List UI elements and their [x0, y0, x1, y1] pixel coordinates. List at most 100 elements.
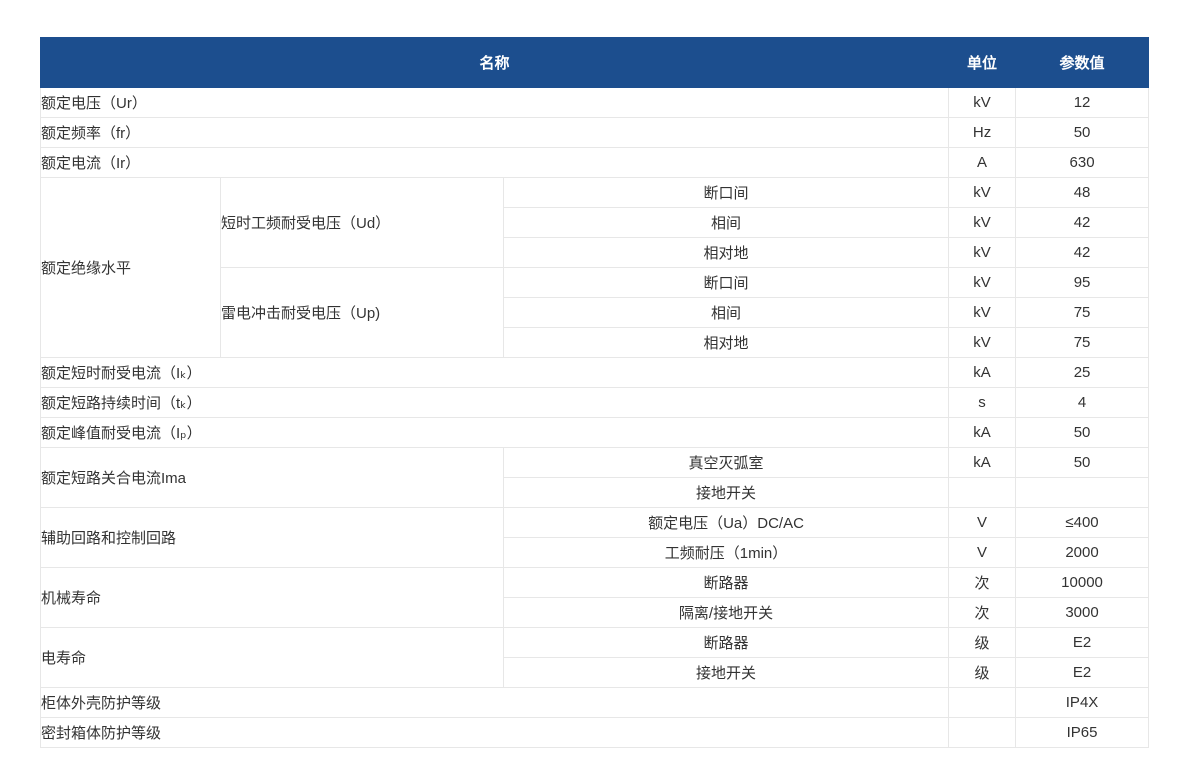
value-cell: 50: [1015, 117, 1150, 148]
value-cell: 50: [1015, 447, 1150, 478]
table-row: 机械寿命 断路器 次 10000: [40, 567, 1150, 628]
table-row: 电寿命 断路器 级 E2: [40, 627, 1150, 688]
sub-item-cell: 相对地: [502, 237, 950, 268]
unit-cell: s: [948, 387, 1017, 418]
sub-item-cell: 接地开关: [502, 477, 950, 508]
sub-item-cell: 相对地: [502, 327, 950, 358]
unit-cell: 级: [948, 627, 1017, 658]
sub-item-cell: 相间: [502, 297, 950, 328]
table-row: 相对地 kV 75: [41, 327, 1150, 358]
value-cell: IP4X: [1015, 687, 1150, 718]
table-row: 额定短路关合电流Ima 真空灭弧室 kA 50: [40, 447, 1150, 508]
table-row: 雷电冲击耐受电压（Up) 断口间 kV 95: [41, 267, 1150, 358]
unit-cell: kV: [948, 327, 1017, 358]
value-cell: 630: [1015, 147, 1150, 178]
sub-item-cell: 接地开关: [502, 657, 950, 688]
table-row: 额定峰值耐受电流（Iₚ） kA 50: [39, 417, 1150, 448]
unit-cell: kV: [948, 297, 1017, 328]
sub-item-cell: 相间: [502, 207, 950, 238]
unit-cell: 次: [948, 567, 1017, 598]
value-cell: E2: [1015, 657, 1150, 688]
value-cell: IP65: [1015, 717, 1150, 748]
unit-cell: [948, 717, 1017, 748]
value-cell: [1015, 477, 1150, 508]
unit-cell: kV: [948, 177, 1017, 208]
unit-cell: kA: [948, 447, 1017, 478]
param-name-cell: 密封箱体防护等级: [39, 717, 950, 748]
table-row: 隔离/接地开关 次 3000: [41, 597, 1150, 628]
param-name-cell: 额定频率（fr）: [39, 117, 950, 148]
sub-item-cell: 隔离/接地开关: [502, 597, 950, 628]
column-header-unit: 单位: [948, 37, 1017, 88]
value-cell: 95: [1015, 267, 1150, 298]
table-header: 名称 单位 参数值: [39, 37, 1150, 88]
value-cell: 4: [1015, 387, 1150, 418]
param-name-cell: 额定峰值耐受电流（Iₚ）: [39, 417, 950, 448]
param-name-cell: 柜体外壳防护等级: [39, 687, 950, 718]
table-row: 密封箱体防护等级 IP65: [39, 717, 1150, 748]
group-label-cell: 额定短路关合电流Ima: [40, 447, 504, 508]
value-cell: 42: [1015, 207, 1150, 238]
unit-cell: 级: [948, 657, 1017, 688]
value-cell: 25: [1015, 357, 1150, 388]
group-label-cell: 电寿命: [40, 627, 504, 688]
unit-cell: kV: [948, 267, 1017, 298]
param-name-cell: 额定短时耐受电流（Iₖ）: [39, 357, 950, 388]
unit-cell: [948, 477, 1017, 508]
table-row: 额定电压（Ur） kV 12: [39, 87, 1150, 118]
subgroup-label-cell: 短时工频耐受电压（Ud）: [220, 177, 504, 268]
unit-cell: kV: [948, 237, 1017, 268]
unit-cell: kV: [948, 87, 1017, 118]
value-cell: ≤400: [1015, 507, 1150, 538]
unit-cell: kA: [948, 357, 1017, 388]
table-row: 辅助回路和控制回路 额定电压（Ua）DC/AC V ≤400: [40, 507, 1150, 568]
value-cell: 3000: [1015, 597, 1150, 628]
table-body: 额定电压（Ur） kV 12 额定频率（fr） Hz 50 额定电流（Ir） A…: [39, 87, 1150, 748]
table-row: 额定绝缘水平 短时工频耐受电压（Ud） 断口间 kV 48: [40, 177, 1150, 358]
table-row: 额定频率（fr） Hz 50: [39, 117, 1150, 148]
param-name-cell: 额定电压（Ur）: [39, 87, 950, 118]
table-row: 相间 kV 42: [41, 207, 1150, 238]
table-row: 接地开关 级 E2: [41, 657, 1150, 688]
value-cell: 48: [1015, 177, 1150, 208]
param-name-cell: 额定短路持续时间（tₖ）: [39, 387, 950, 418]
sub-item-cell: 断口间: [502, 177, 950, 208]
sub-item-cell: 真空灭弧室: [502, 447, 950, 478]
unit-cell: kV: [948, 207, 1017, 238]
param-name-cell: 额定电流（Ir）: [39, 147, 950, 178]
unit-cell: kA: [948, 417, 1017, 448]
value-cell: 75: [1015, 297, 1150, 328]
value-cell: 2000: [1015, 537, 1150, 568]
sub-item-cell: 额定电压（Ua）DC/AC: [502, 507, 950, 538]
sub-item-cell: 断路器: [502, 567, 950, 598]
header-row: 名称 单位 参数值: [39, 37, 1150, 88]
sub-item-cell: 工频耐压（1min）: [502, 537, 950, 568]
unit-cell: Hz: [948, 117, 1017, 148]
table-row: 额定短路持续时间（tₖ） s 4: [39, 387, 1150, 418]
spec-table-container: 名称 单位 参数值 额定电压（Ur） kV 12 额定频率（fr） Hz 50: [39, 37, 1150, 748]
spec-table: 名称 单位 参数值 额定电压（Ur） kV 12 额定频率（fr） Hz 50: [39, 37, 1150, 748]
value-cell: 12: [1015, 87, 1150, 118]
table-row: 额定短时耐受电流（Iₖ） kA 25: [39, 357, 1150, 388]
table-row: 相对地 kV 42: [41, 237, 1150, 268]
unit-cell: V: [948, 507, 1017, 538]
table-row: 工频耐压（1min） V 2000: [41, 537, 1150, 568]
table-row: 柜体外壳防护等级 IP4X: [39, 687, 1150, 718]
value-cell: 75: [1015, 327, 1150, 358]
column-header-name: 名称: [39, 37, 950, 88]
unit-cell: V: [948, 537, 1017, 568]
subgroup-label-cell: 雷电冲击耐受电压（Up): [220, 267, 504, 358]
sub-item-cell: 断路器: [502, 627, 950, 658]
value-cell: 42: [1015, 237, 1150, 268]
group-label-cell: 机械寿命: [40, 567, 504, 628]
value-cell: E2: [1015, 627, 1150, 658]
value-cell: 50: [1015, 417, 1150, 448]
unit-cell: 次: [948, 597, 1017, 628]
value-cell: 10000: [1015, 567, 1150, 598]
sub-item-cell: 断口间: [502, 267, 950, 298]
unit-cell: [948, 687, 1017, 718]
group-label-cell: 辅助回路和控制回路: [40, 507, 504, 568]
unit-cell: A: [948, 147, 1017, 178]
table-row: 额定电流（Ir） A 630: [39, 147, 1150, 178]
